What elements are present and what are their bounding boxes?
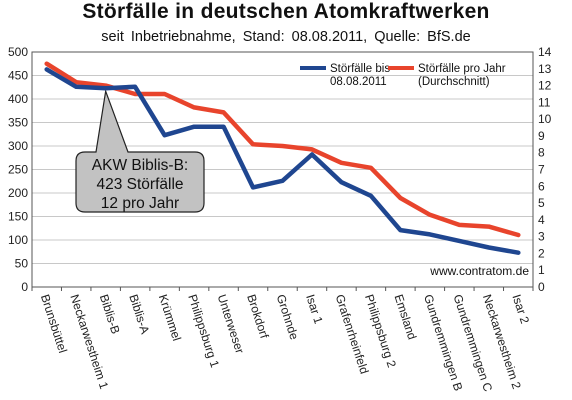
plot-frame	[31, 51, 534, 288]
y-left-tick-label: 450	[8, 69, 28, 83]
chart-title: Störfälle in deutschen Atomkraftwerken	[82, 0, 490, 23]
x-tick-label: Unterweser	[215, 293, 247, 356]
y-right-tick-label: 7	[538, 163, 545, 177]
x-tick-label: Isar 2	[509, 293, 532, 326]
y-right-tick-label: 13	[538, 62, 552, 76]
x-tick-label: Philippsburg 1	[185, 293, 222, 370]
y-left-tick-label: 350	[8, 116, 28, 130]
watermark-url: www.contratom.de	[429, 264, 529, 278]
chart-subtitle: seit Inbetriebnahme, Stand: 08.08.2011, …	[101, 29, 471, 45]
legend-label: (Durchschnitt)	[418, 76, 490, 88]
x-tick-label: Brokdorf	[244, 293, 272, 341]
x-tick-label: Grohnde	[274, 293, 302, 342]
y-right-tick-label: 12	[538, 79, 552, 93]
y-right-tick-label: 9	[538, 129, 545, 143]
y-left-tick-label: 400	[8, 92, 28, 106]
y-left-tick-label: 50	[15, 257, 29, 271]
y-left-tick-label: 250	[8, 163, 28, 177]
y-right-tick-label: 2	[538, 246, 545, 260]
y-left-tick-label: 500	[8, 45, 28, 59]
y-right-tick-label: 14	[538, 45, 552, 59]
x-tick-label: Biblis-A	[126, 293, 152, 336]
y-right-tick-label: 5	[538, 196, 545, 210]
callout-text: 423 Störfälle	[96, 176, 183, 193]
callout-box	[75, 88, 205, 213]
y-right-tick-label: 3	[538, 230, 545, 244]
x-tick-label: Biblis-B	[97, 293, 123, 336]
x-tick-label: Krümmel	[156, 293, 184, 343]
x-tick-label: Brunsbüttel	[38, 293, 70, 355]
callout-text: AKW Biblis-B:	[92, 157, 188, 174]
callout-text: 12 pro Jahr	[101, 195, 179, 212]
legend-label: Störfälle bis	[330, 63, 390, 75]
x-tick-label: Isar 1	[303, 293, 326, 326]
legend-label: 08.08.2011	[330, 76, 387, 88]
y-left-tick-label: 200	[8, 186, 28, 200]
series-line-stoerfaelle	[44, 67, 521, 255]
y-right-tick-label: 10	[538, 112, 552, 126]
y-right-tick-label: 6	[538, 179, 545, 193]
y-right-tick-label: 1	[538, 263, 545, 277]
y-left-tick-label: 0	[21, 280, 28, 294]
legend-label: Störfälle pro Jahr	[418, 63, 506, 75]
y-right-tick-label: 11	[538, 95, 551, 109]
y-right-tick-label: 4	[538, 213, 545, 227]
y-left-tick-label: 150	[8, 210, 28, 224]
y-right-tick-label: 0	[538, 280, 545, 294]
y-left-tick-label: 300	[8, 139, 28, 153]
y-left-tick-label: 100	[8, 233, 28, 247]
series-line-pro-jahr	[44, 61, 521, 238]
y-right-tick-label: 8	[538, 146, 545, 160]
x-tick-label: Emsland	[392, 293, 420, 342]
